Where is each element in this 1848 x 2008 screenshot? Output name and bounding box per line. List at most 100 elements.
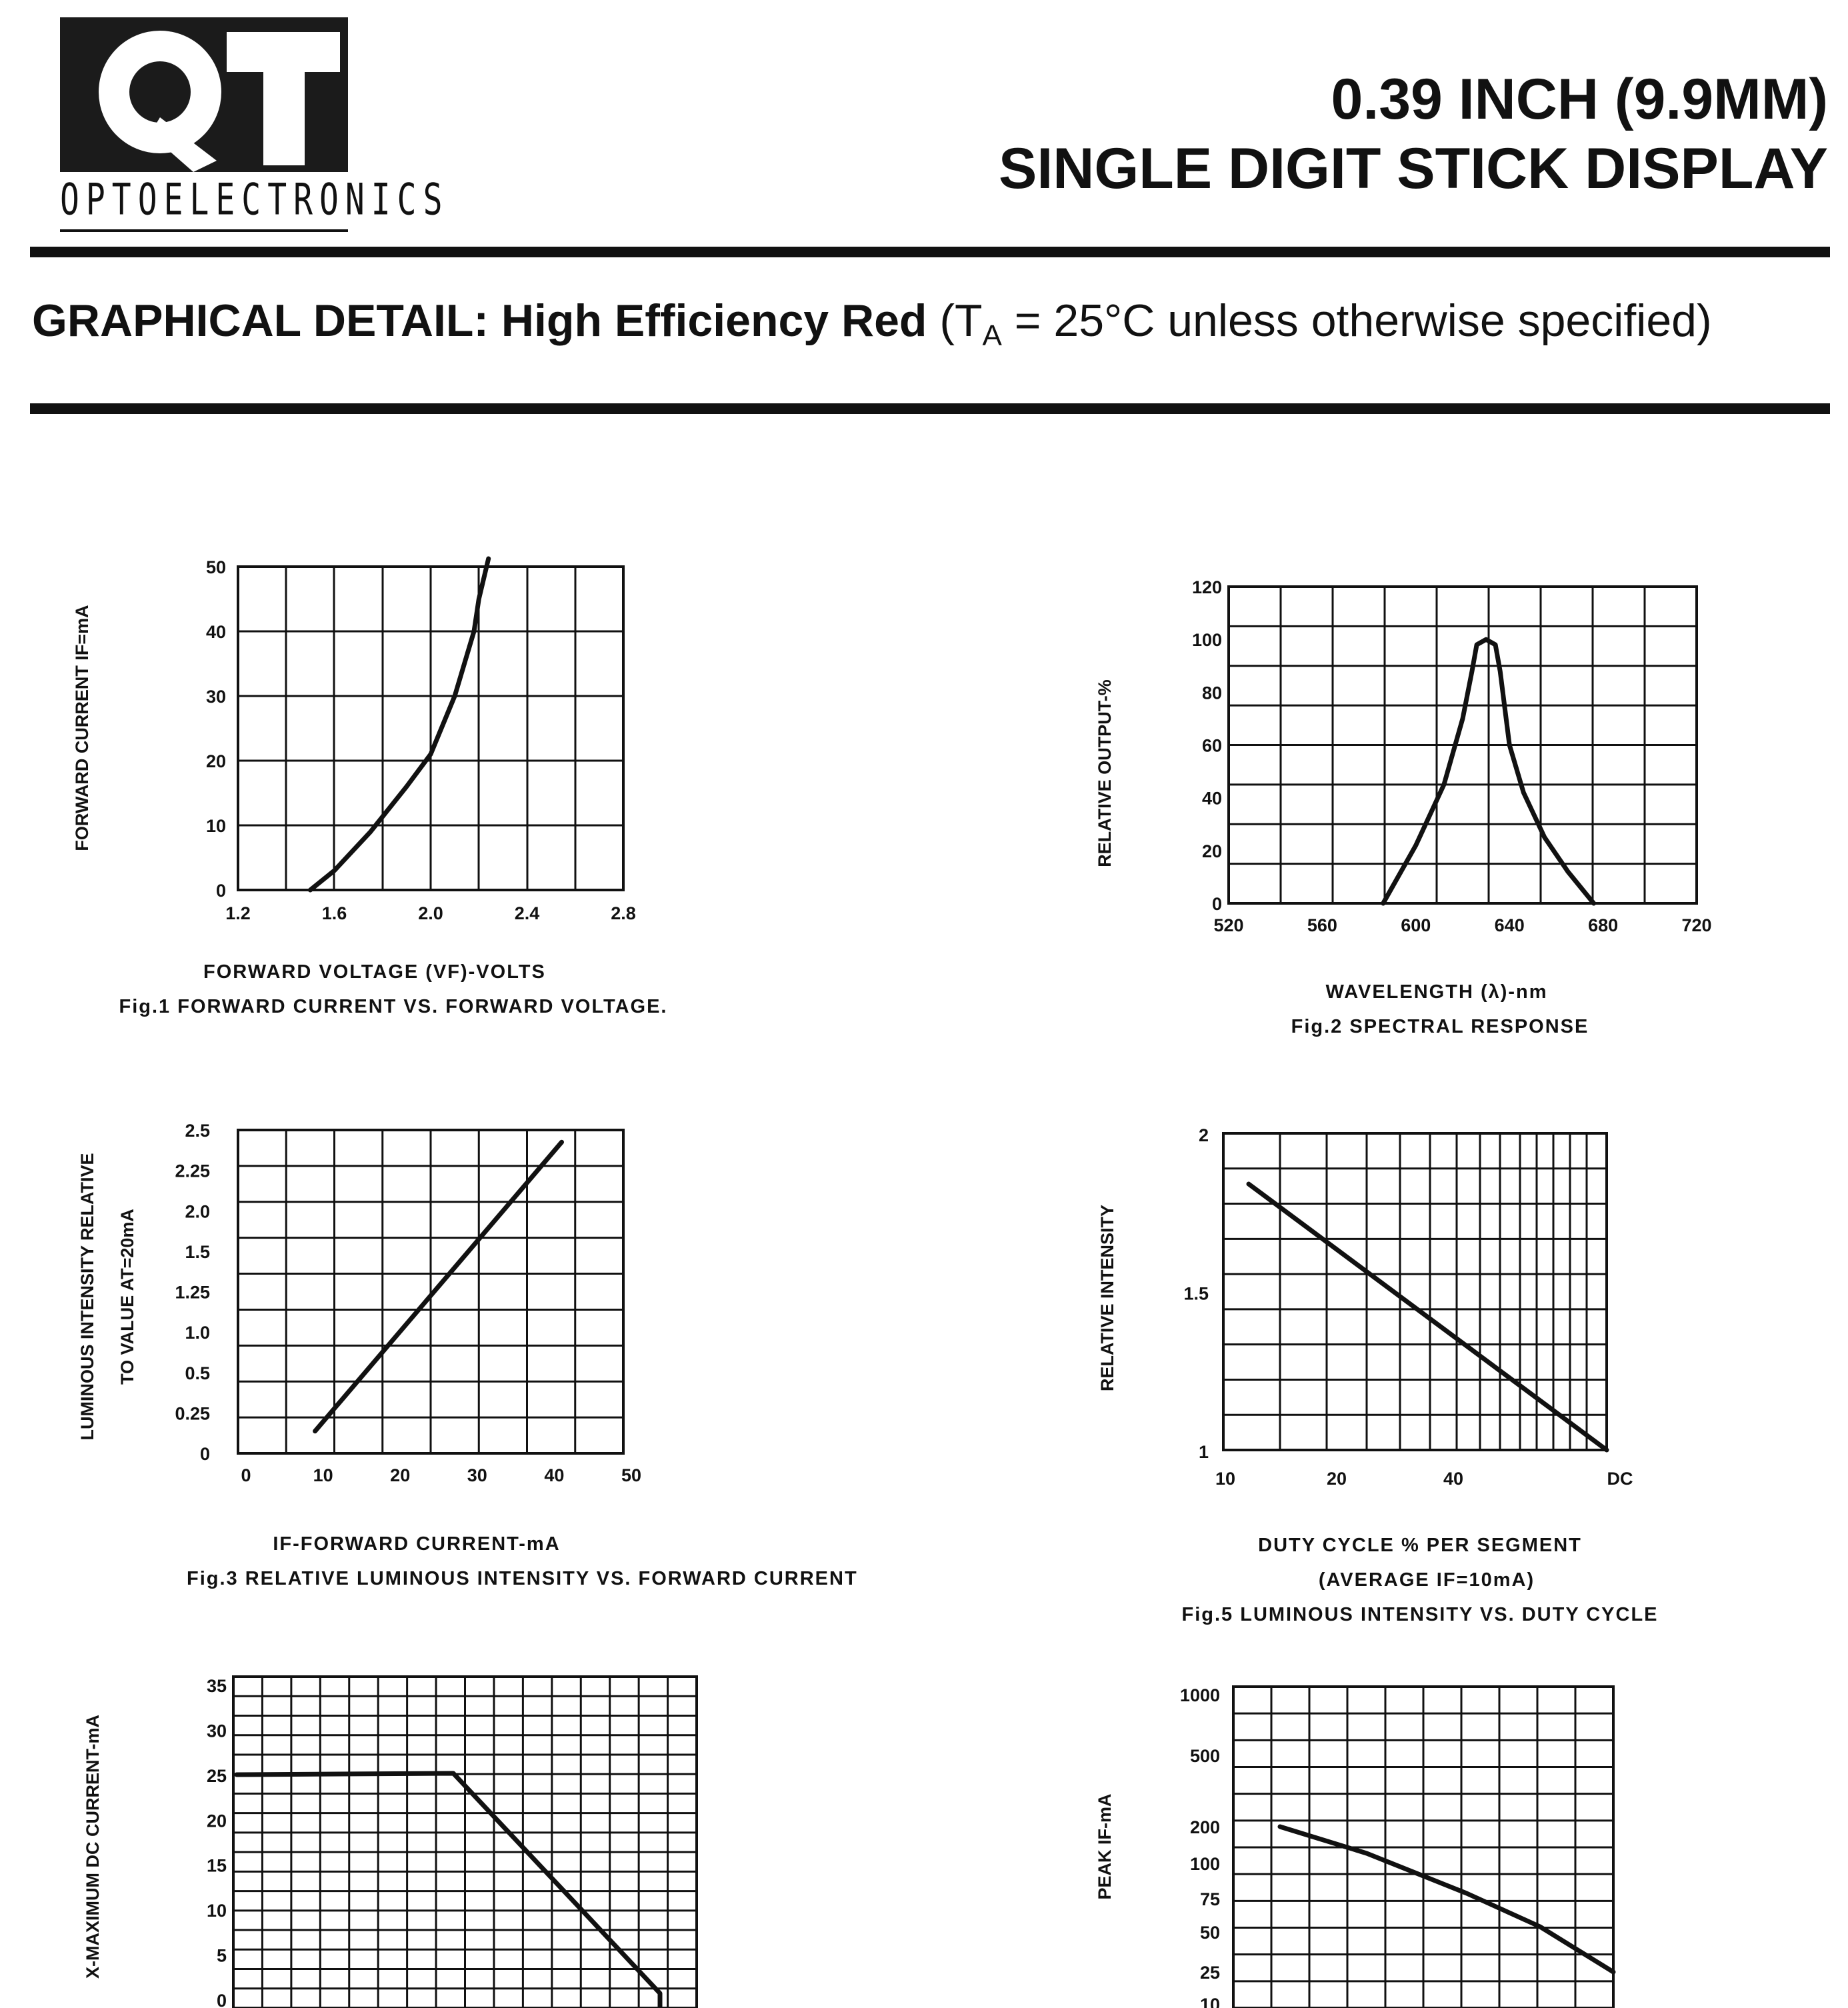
fig1-xlabel: FORWARD VOLTAGE (VF)-VOLTS xyxy=(203,961,546,983)
fig4-ytick: 15 xyxy=(207,1856,227,1876)
fig1-xtick: 2.0 xyxy=(418,903,443,923)
fig3-ytick: 2.5 xyxy=(185,1121,210,1141)
fig3-ytick: 2.0 xyxy=(185,1201,210,1221)
fig3-frame xyxy=(237,1129,625,1455)
fig5-caption: Fig.5 LUMINOUS INTENSITY VS. DUTY CYCLE xyxy=(1181,1604,1659,1625)
fig3-xtick: 0 xyxy=(241,1465,251,1485)
fig2-xtick: 600 xyxy=(1401,915,1431,935)
fig2-ytick: 0 xyxy=(1212,894,1222,914)
fig3-xtick: 30 xyxy=(467,1465,487,1485)
fig4-ylabel: X-MAXIMUM DC CURRENT-mA xyxy=(83,1715,103,1979)
section-heading-bold: GRAPHICAL DETAIL: High Efficiency Red xyxy=(32,295,927,346)
fig1-ytick: 50 xyxy=(206,557,226,577)
logo-underline xyxy=(60,229,348,232)
fig5-xlabel: DUTY CYCLE % PER SEGMENT xyxy=(1258,1535,1582,1556)
page-title-line2: SINGLE DIGIT STICK DISPLAY xyxy=(999,137,1828,201)
fig2-ytick: 120 xyxy=(1192,577,1222,597)
fig4-ytick: 0 xyxy=(217,1991,227,2008)
fig6-ytick: 10 xyxy=(1200,1995,1220,2008)
fig4-ytick: 35 xyxy=(207,1676,227,1696)
fig6-frame xyxy=(1232,1685,1615,2008)
section-rule xyxy=(30,403,1830,414)
page-title-line1: 0.39 INCH (9.9MM) xyxy=(1331,67,1829,131)
fig3-ytick: 0.5 xyxy=(185,1363,210,1383)
fig4-ytick: 5 xyxy=(217,1946,227,1966)
fig1-ylabel: FORWARD CURRENT IF=mA xyxy=(72,605,92,851)
fig2-ylabel: RELATIVE OUTPUT-% xyxy=(1095,679,1115,867)
fig1-xtick: 1.2 xyxy=(225,903,251,923)
fig1-xtick: 2.8 xyxy=(611,903,636,923)
fig6-ylabel: PEAK IF-mA xyxy=(1095,1793,1115,1899)
fig1-ytick: 40 xyxy=(206,622,226,642)
fig1-xtick: 1.6 xyxy=(322,903,347,923)
fig6-ytick: 200 xyxy=(1190,1817,1220,1837)
qt-logo-icon xyxy=(99,31,340,172)
fig2-xtick: 520 xyxy=(1213,915,1243,935)
fig3-xtick: 40 xyxy=(544,1465,564,1485)
fig2-ytick: 40 xyxy=(1202,789,1222,809)
fig4-ytick: 20 xyxy=(207,1811,227,1831)
fig3-xtick: 50 xyxy=(621,1465,641,1485)
fig6-ytick: 1000 xyxy=(1180,1685,1220,1705)
fig3-xtick: 10 xyxy=(313,1465,333,1485)
fig5-xtick: 20 xyxy=(1327,1469,1347,1489)
fig4-ytick: 30 xyxy=(207,1721,227,1741)
fig5-xtick: 10 xyxy=(1215,1469,1235,1489)
fig6-ytick: 25 xyxy=(1200,1963,1220,1983)
fig4-frame xyxy=(232,1675,698,2008)
fig3-ytick: 1.25 xyxy=(175,1283,210,1303)
fig1-ytick: 20 xyxy=(206,751,226,771)
fig4-ytick: 10 xyxy=(207,1901,227,1921)
fig2-ytick: 80 xyxy=(1202,683,1222,703)
fig4-series-line xyxy=(234,1771,663,2008)
fig3-ytick: 1.0 xyxy=(185,1323,210,1343)
header-rule xyxy=(30,247,1830,257)
fig2-xtick: 720 xyxy=(1681,915,1711,935)
fig6-ytick: 50 xyxy=(1200,1923,1220,1943)
fig3-xlabel: IF-FORWARD CURRENT-mA xyxy=(273,1533,561,1555)
fig2-xtick: 640 xyxy=(1495,915,1525,935)
fig3-ytick: 0.25 xyxy=(175,1403,210,1423)
fig3-ytick: 1.5 xyxy=(185,1242,210,1262)
fig3-ylabel-line2: TO VALUE AT=20mA xyxy=(117,1209,137,1385)
fig5-ytick: 1 xyxy=(1199,1442,1209,1462)
fig1-xtick: 2.4 xyxy=(515,903,540,923)
fig6-ytick: 75 xyxy=(1200,1889,1220,1909)
fig5-ytick: 2 xyxy=(1199,1125,1209,1145)
fig3-ytick: 2.25 xyxy=(175,1161,210,1181)
fig3-series-line xyxy=(313,1139,564,1434)
fig2-ytick: 100 xyxy=(1192,630,1222,650)
fig5-xtick: 40 xyxy=(1443,1469,1463,1489)
fig2-ytick: 60 xyxy=(1202,736,1222,756)
fig3-ylabel-line1: LUMINOUS INTENSITY RELATIVE xyxy=(77,1153,97,1440)
fig6-ytick: 100 xyxy=(1190,1854,1220,1874)
fig3-caption: Fig.3 RELATIVE LUMINOUS INTENSITY VS. FO… xyxy=(187,1568,858,1589)
section-heading-paren: (T xyxy=(927,295,983,346)
fig3-xtick: 20 xyxy=(390,1465,410,1485)
fig1-ytick: 30 xyxy=(206,687,226,707)
fig2-xtick: 560 xyxy=(1307,915,1337,935)
fig2-frame xyxy=(1227,585,1698,905)
fig1-ytick: 10 xyxy=(206,816,226,836)
fig5-frame xyxy=(1222,1132,1608,1451)
fig5-ylabel: RELATIVE INTENSITY xyxy=(1097,1205,1117,1391)
section-heading-sub: A xyxy=(982,319,1002,352)
fig5-series-line xyxy=(1246,1181,1609,1453)
fig5-xtick: DC xyxy=(1607,1469,1633,1489)
qt-optoelectronics-logo: OPTOELECTRONICS xyxy=(60,17,442,232)
fig1-series-line xyxy=(307,556,491,893)
fig5-xlabel2: (AVERAGE IF=10mA) xyxy=(1318,1569,1535,1591)
fig5-ytick: 1.5 xyxy=(1183,1284,1209,1304)
section-heading: GRAPHICAL DETAIL: High Efficiency Red (T… xyxy=(32,295,1712,353)
fig2-series-line xyxy=(1381,637,1597,906)
fig1-caption: Fig.1 FORWARD CURRENT VS. FORWARD VOLTAG… xyxy=(119,996,668,1017)
fig2-caption: Fig.2 SPECTRAL RESPONSE xyxy=(1291,1016,1589,1037)
fig6-ytick: 500 xyxy=(1190,1746,1220,1766)
fig6-series-line xyxy=(1277,1824,1616,1975)
fig2-ytick: 20 xyxy=(1202,841,1222,861)
fig2-xlabel: WAVELENGTH (λ)-nm xyxy=(1325,981,1548,1003)
section-heading-rest: = 25°C unless otherwise specified) xyxy=(1001,295,1712,346)
fig2-xtick: 680 xyxy=(1588,915,1618,935)
fig3-ytick: 0 xyxy=(200,1444,210,1464)
